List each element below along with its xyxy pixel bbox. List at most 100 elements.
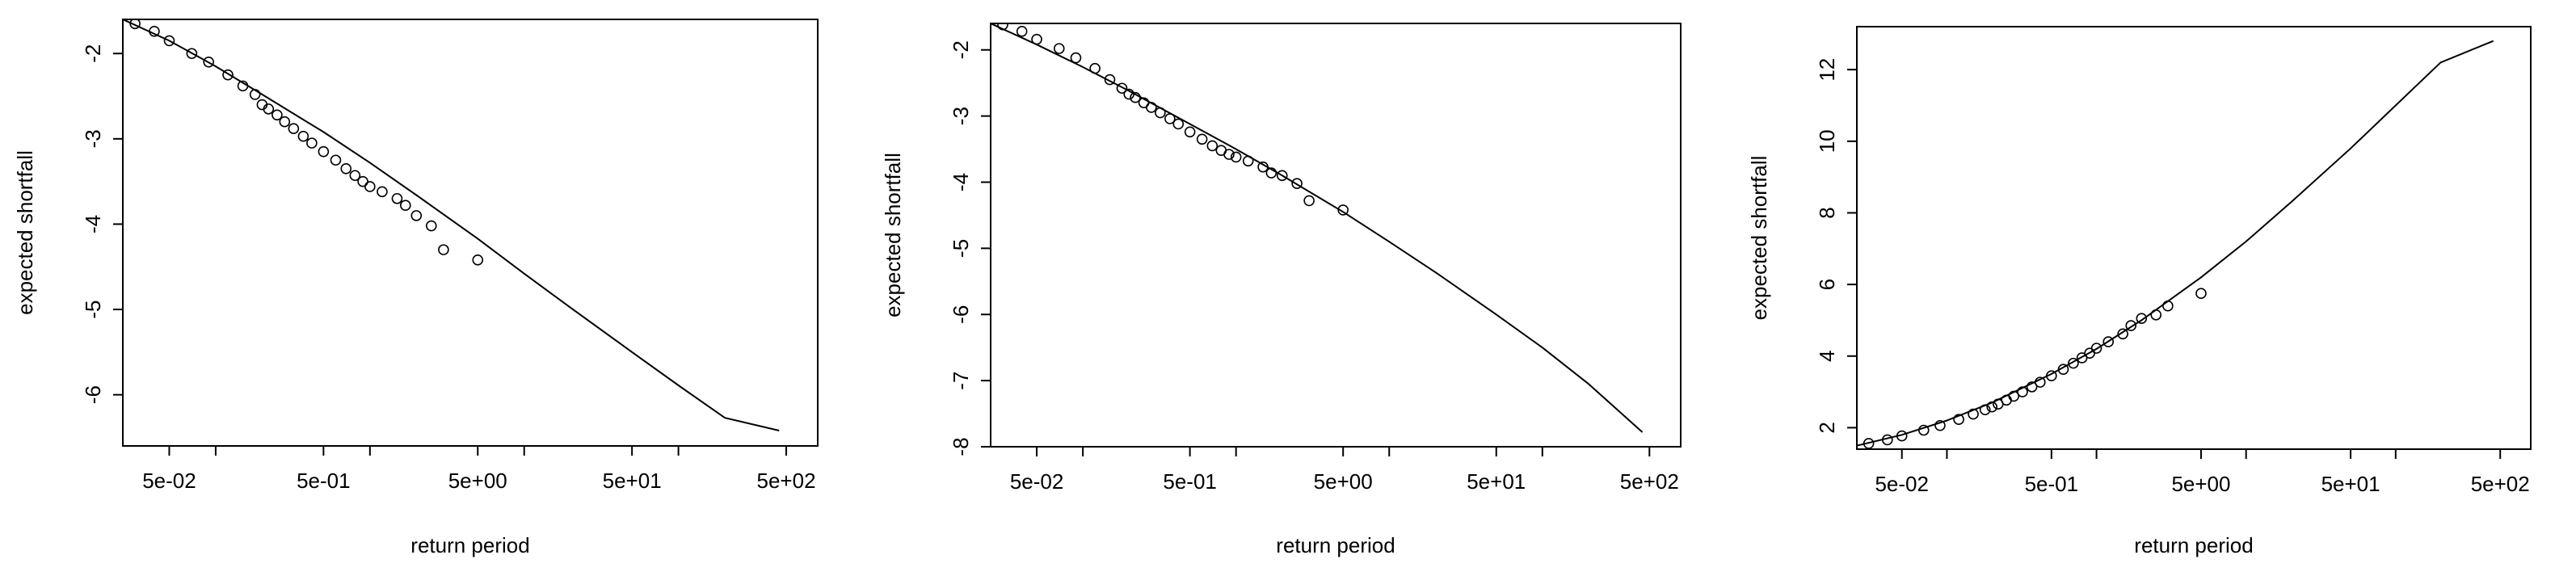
x-axis-title: return period <box>410 533 529 557</box>
y-tick-label: 10 <box>1815 129 1839 153</box>
data-point <box>425 220 437 232</box>
x-tick-label: 5e-02 <box>1875 472 1929 496</box>
y-tick-label: -7 <box>949 372 973 390</box>
data-point <box>1953 414 1964 426</box>
x-tick-label: 5e+02 <box>757 469 816 493</box>
data-point <box>1968 408 1979 420</box>
chart-panel-1: 5e-02 5e-01 5e+00 5e+01 5e+02 -2 -3 -4 -5 -6 retur… <box>13 19 819 557</box>
data-point <box>237 80 249 92</box>
data-point <box>1164 113 1176 124</box>
x-tick-label: 5e-02 <box>1010 469 1064 494</box>
y-tick-label: 4 <box>1815 351 1839 362</box>
data-point <box>271 109 283 121</box>
data-point <box>129 19 141 30</box>
data-point <box>2017 386 2028 397</box>
y-tick-label: -5 <box>81 300 105 318</box>
y-tick-label: -4 <box>81 215 105 233</box>
data-point <box>1089 62 1101 74</box>
y-tick-label: 8 <box>1815 207 1839 218</box>
plot-frame <box>122 19 819 447</box>
data-point <box>1265 167 1277 179</box>
x-tick-label: 5e+02 <box>1620 469 1679 494</box>
y-axis-title: expected shortfall <box>881 153 905 317</box>
data-point <box>357 175 368 187</box>
data-point <box>1223 149 1235 160</box>
data-point <box>1155 107 1166 119</box>
data-point <box>1291 178 1303 189</box>
data-point <box>1016 26 1028 37</box>
data-point <box>1303 195 1315 207</box>
data-point <box>1276 170 1288 182</box>
data-point <box>249 89 261 100</box>
data-point <box>279 116 291 128</box>
data-point <box>340 163 352 174</box>
data-point <box>1257 161 1269 173</box>
data-point <box>263 103 275 115</box>
data-point <box>377 186 388 198</box>
data-point <box>1979 404 1991 416</box>
y-axis-title: expected shortfall <box>13 150 37 315</box>
data-point <box>1337 204 1349 216</box>
data-point <box>2046 370 2057 381</box>
data-point <box>318 145 330 158</box>
data-point <box>391 192 403 204</box>
y-tick-label: -3 <box>949 107 973 125</box>
data-point <box>1896 430 1908 442</box>
x-axis-title: return period <box>2134 533 2253 557</box>
data-point <box>400 200 411 212</box>
data-point <box>1934 419 1946 431</box>
data-point <box>2162 300 2174 312</box>
y-tick-label: -4 <box>949 173 973 191</box>
data-point <box>1116 82 1128 95</box>
chart-panel-3: 5e-02 5e-01 5e+00 5e+01 5e+02 2 4 6 8 10 12 return … <box>1747 26 2532 557</box>
data-point <box>163 35 175 47</box>
y-tick-label: 2 <box>1815 422 1839 433</box>
data-point <box>203 57 214 68</box>
data-point <box>1130 91 1141 103</box>
data-point <box>1242 155 1254 167</box>
x-tick-label: 5e+00 <box>1314 469 1373 494</box>
data-point <box>997 23 1008 31</box>
data-point <box>1230 151 1242 163</box>
y-axis-title: expected shortfall <box>1747 156 1771 321</box>
fitted-curve <box>991 23 1644 433</box>
x-tick-label: 5e+01 <box>1467 469 1526 494</box>
fitted-curve <box>123 19 780 431</box>
data-point <box>2026 381 2038 393</box>
data-point <box>1070 52 1082 64</box>
x-tick-label: 5e+01 <box>603 469 662 493</box>
y-tick-label: -6 <box>81 385 105 404</box>
y-tick-label: -6 <box>949 305 973 324</box>
data-point <box>330 154 342 166</box>
data-point <box>364 181 376 192</box>
data-point <box>288 123 300 134</box>
data-point <box>1986 401 1997 413</box>
data-point <box>472 254 484 266</box>
y-tick-label: 12 <box>1815 58 1839 82</box>
data-point <box>1184 126 1196 138</box>
x-tick-label: 5e+00 <box>2171 472 2230 496</box>
x-axis-title: return period <box>1276 533 1395 557</box>
data-point <box>297 130 309 142</box>
x-tick-label: 5e+02 <box>2471 472 2530 496</box>
data-point <box>2150 309 2162 321</box>
data-point <box>1863 438 1875 449</box>
data-point <box>2035 376 2046 388</box>
x-tick-label: 5e+00 <box>448 469 507 493</box>
data-point <box>2001 394 2012 406</box>
y-tick-label: -2 <box>81 44 105 63</box>
fitted-curve <box>1857 40 2494 447</box>
data-point <box>1123 88 1134 100</box>
data-point <box>1196 133 1208 145</box>
chart-panel-2: 5e-02 5e-01 5e+00 5e+01 5e+02 -2 -3 -4 -5 -6 -7 -8 r… <box>881 23 1682 557</box>
data-point <box>2102 336 2115 347</box>
data-point <box>2057 364 2069 375</box>
y-tick-label: -5 <box>949 239 973 258</box>
x-tick-label: 5e-01 <box>297 469 351 493</box>
x-tick-label: 5e+01 <box>2321 472 2380 496</box>
plot-frame <box>990 23 1682 448</box>
data-point <box>2117 328 2128 340</box>
x-tick-label: 5e-01 <box>2025 472 2079 496</box>
data-point <box>1172 118 1185 130</box>
